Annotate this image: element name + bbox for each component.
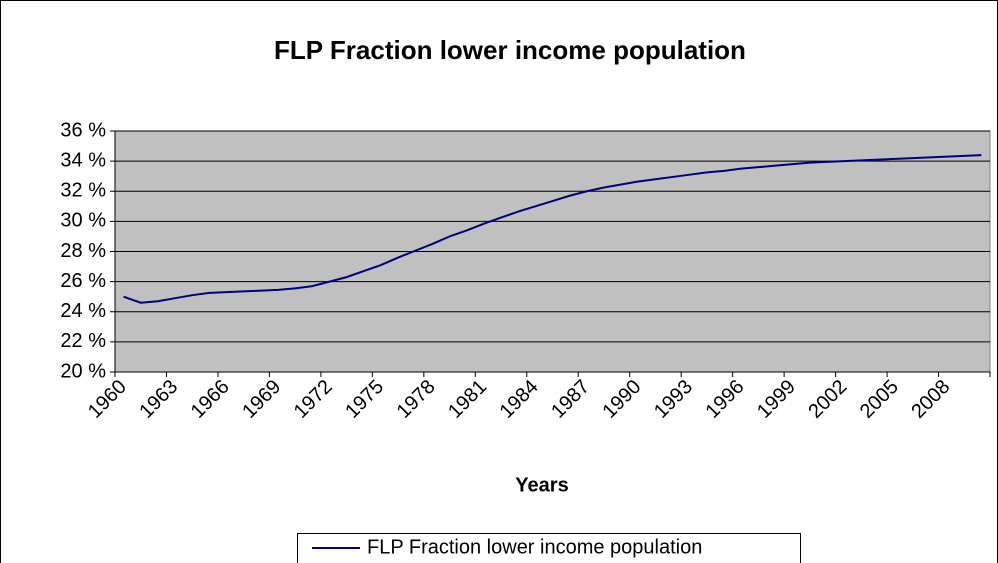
legend-label: FLP Fraction lower income population [367,536,702,558]
y-tick-label: 34 % [60,149,106,171]
y-tick-label: 30 % [60,210,106,232]
x-axis-title: Years [515,474,568,496]
y-tick-label: 20 % [60,360,106,382]
line-series [123,154,982,304]
y-tick-label: 32 % [60,180,106,202]
y-tick-label: 24 % [60,300,106,322]
y-tick-label: 26 % [60,270,106,292]
legend-box [297,533,801,563]
y-tick-label: 28 % [60,240,106,262]
y-tick-label: 22 % [60,330,106,352]
y-tick-label: 36 % [60,119,106,141]
chart-title: FLP Fraction lower income population [274,35,746,65]
